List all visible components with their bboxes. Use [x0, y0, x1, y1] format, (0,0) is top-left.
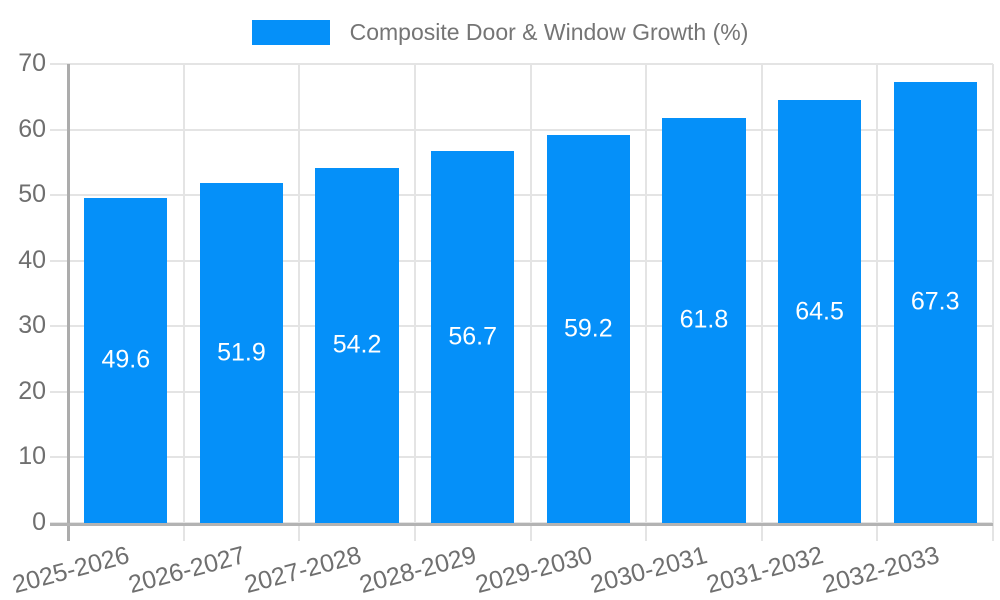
chart-legend: Composite Door & Window Growth (%) [0, 20, 1000, 45]
bar-value-label: 61.8 [679, 305, 729, 334]
plot-area: 0 10 20 30 40 50 60 70 49.6 51.9 54.2 56.7 59.2 61.8 6… [10, 51, 994, 599]
bar-value-label: 59.2 [563, 314, 613, 343]
y-tick-label: 20 [18, 376, 46, 405]
bar-value-label: 64.5 [795, 297, 844, 326]
gridline-vertical [876, 64, 879, 541]
x-tick-label: 2031-2032 [703, 541, 827, 600]
y-tick-label: 30 [18, 311, 46, 340]
bar: 64.5 [777, 100, 862, 523]
gridline-horizontal [50, 259, 993, 262]
gridline-horizontal [50, 456, 993, 459]
bar: 67.3 [893, 81, 977, 523]
y-tick-label: 50 [18, 180, 46, 209]
gridline-vertical [760, 64, 763, 541]
gridline-horizontal [50, 63, 993, 65]
bar-value-label: 49.6 [101, 345, 151, 374]
bar: 54.2 [315, 167, 399, 523]
bar-value-label: 56.7 [448, 322, 498, 351]
x-tick-label: 2032-2033 [819, 541, 942, 600]
bar: 49.6 [84, 197, 168, 523]
gridline-vertical [645, 64, 648, 541]
y-tick-label: 70 [18, 49, 46, 77]
y-tick-label: 10 [18, 442, 46, 471]
gridline-horizontal [50, 325, 993, 328]
gridline-horizontal [50, 194, 993, 197]
gridline-vertical [529, 64, 532, 541]
x-tick-label: 2026-2027 [125, 541, 249, 600]
x-tick-label: 2030-2031 [587, 541, 711, 600]
legend-label: Composite Door & Window Growth (%) [349, 19, 749, 45]
gridline-horizontal [50, 390, 993, 393]
bar: 59.2 [546, 134, 630, 523]
bar: 51.9 [199, 182, 284, 523]
x-tick-label: 2025-2026 [9, 541, 133, 600]
x-tick-label: 2028-2029 [356, 541, 480, 600]
bar: 61.8 [662, 117, 746, 523]
bar-value-label: 67.3 [910, 287, 960, 316]
y-tick-label: 0 [32, 508, 46, 536]
x-tick-label: 2029-2030 [472, 541, 596, 600]
gridline-horizontal [50, 128, 993, 131]
gridline-vertical [992, 64, 994, 541]
x-tick-label: 2027-2028 [241, 541, 364, 600]
gridline-vertical [298, 64, 301, 541]
bar-value-label: 54.2 [332, 330, 382, 359]
y-tick-label: 60 [18, 114, 46, 143]
bar-value-label: 51.9 [217, 338, 266, 367]
y-axis-line [67, 64, 70, 541]
y-tick-label: 40 [18, 245, 46, 274]
bar: 56.7 [431, 151, 515, 523]
gridline-vertical [413, 64, 416, 541]
gridline-vertical [182, 64, 185, 541]
x-axis-line [50, 523, 993, 526]
legend-swatch [251, 20, 330, 45]
